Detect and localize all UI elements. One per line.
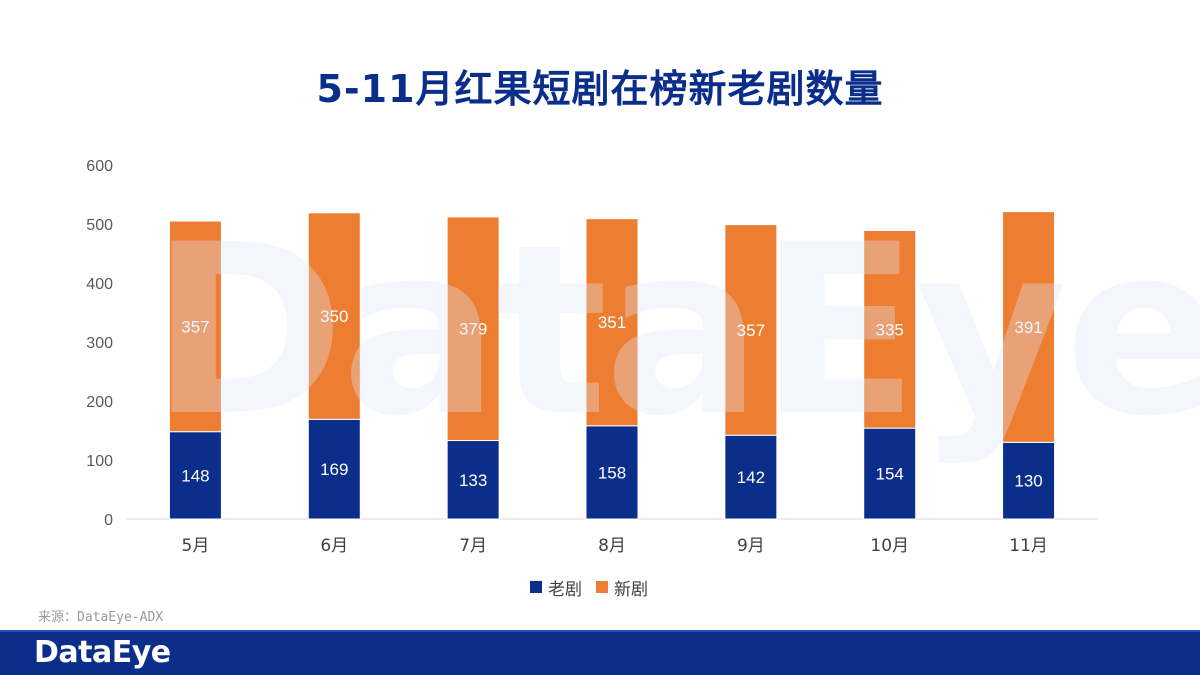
legend-swatch [530,581,542,593]
x-tick-label: 9月 [737,536,765,556]
y-tick-label: 100 [86,453,113,470]
bar-old [585,425,639,520]
data-label: 130 [1014,472,1042,491]
x-tick-label: 7月 [459,536,487,556]
bar-new [307,212,361,420]
legend-swatch [596,581,608,593]
y-tick-label: 400 [86,276,113,293]
x-tick-label: 10月 [870,536,909,556]
bar-new [168,220,222,433]
bar-old [446,440,500,520]
x-tick-label: 6月 [320,536,348,556]
data-label: 357 [737,321,765,340]
data-label: 335 [876,320,904,339]
legend-label: 老剧 [548,580,582,600]
bar-new [863,229,917,429]
y-tick-label: 0 [104,512,113,529]
data-label: 169 [320,460,348,479]
chart-title: 5-11月红果短剧在榜新老剧数量 [316,67,884,111]
data-label: 133 [459,471,487,490]
data-label: 148 [181,466,209,485]
data-label: 154 [876,465,904,484]
y-tick-label: 300 [86,335,113,352]
x-tick-label: 8月 [598,536,626,556]
source-note: 来源：DataEye-ADX [38,610,164,625]
footer-logo: DataEye [34,635,171,670]
bar-old [724,434,778,520]
bar-new [446,216,500,442]
y-tick-label: 600 [86,158,113,175]
y-tick-label: 200 [86,394,113,411]
bar-old [168,431,222,520]
data-label: 357 [181,317,209,336]
x-tick-label: 5月 [182,536,210,556]
data-label: 158 [598,463,626,482]
bar-old [307,418,361,520]
data-label: 379 [459,320,487,339]
data-label: 351 [598,313,626,332]
legend-label: 新剧 [614,580,648,600]
bar-new [724,224,778,436]
y-tick-label: 500 [86,217,113,234]
x-tick-label: 11月 [1009,536,1048,556]
data-label: 350 [320,307,348,326]
data-label: 142 [737,468,765,487]
bar-old [1002,441,1056,520]
bar-new [1002,211,1056,443]
bar-new [585,218,639,427]
footer-bar: DataEye [0,630,1200,675]
data-label: 391 [1014,318,1042,337]
bar-old [863,427,917,520]
